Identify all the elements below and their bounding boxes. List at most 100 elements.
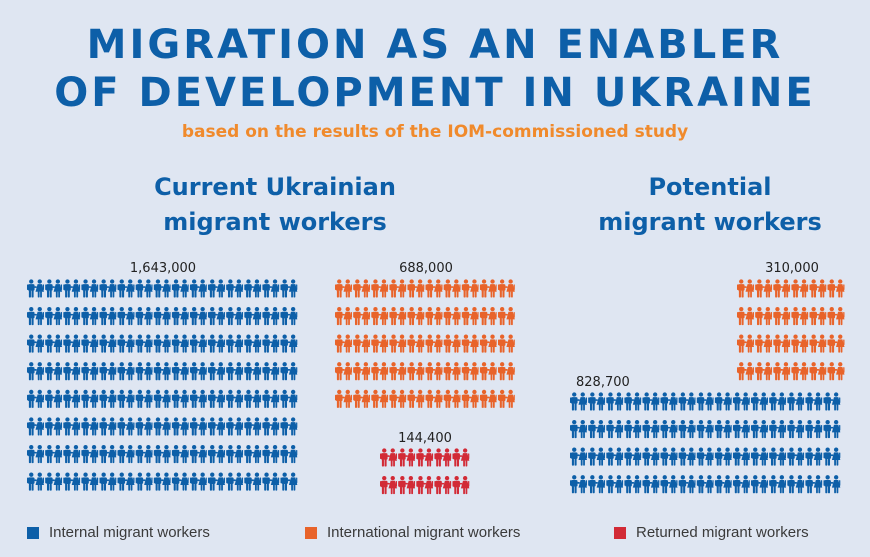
people-icon — [81, 306, 99, 326]
people-icon — [805, 475, 823, 494]
people-icon — [827, 306, 845, 326]
people-icon — [497, 334, 515, 353]
people-icon — [642, 475, 660, 494]
people-icon — [27, 417, 44, 436]
people-icon — [443, 306, 461, 326]
people-icon — [787, 392, 805, 411]
people-icon — [642, 419, 660, 439]
people-icon — [769, 475, 787, 494]
people-icon — [714, 392, 732, 411]
legend-label-international: International migrant workers — [327, 524, 521, 541]
people-icon — [208, 472, 225, 491]
people-icon — [407, 306, 425, 326]
people-icon — [461, 362, 479, 381]
people-icon — [823, 447, 841, 466]
people-icon — [371, 389, 389, 408]
value-label: 688,000 — [399, 261, 453, 276]
people-icon — [244, 417, 262, 436]
people-icon — [751, 419, 768, 439]
people-icon — [81, 417, 99, 436]
people-icon — [497, 389, 515, 408]
people-icon — [117, 362, 135, 381]
people-icon — [153, 417, 171, 436]
people-icon — [497, 362, 515, 381]
people-icon — [407, 334, 425, 353]
people-icon — [280, 417, 298, 436]
people-icon — [479, 334, 497, 353]
people-icon — [226, 417, 244, 436]
people-icon — [425, 334, 443, 353]
people-icon — [791, 362, 809, 381]
people-icon — [588, 447, 606, 466]
people-icon — [678, 475, 696, 494]
people-icon — [81, 334, 99, 353]
legend-item-internal: Internal migrant workers — [27, 524, 210, 541]
people-icon — [737, 334, 754, 353]
people-icon — [45, 472, 63, 491]
people-icon — [732, 392, 750, 411]
people-icon — [153, 444, 171, 464]
people-icon — [226, 444, 244, 464]
value-label: 1,643,000 — [130, 261, 196, 276]
people-icon — [45, 334, 63, 353]
people-icon — [425, 306, 443, 326]
people-icon — [434, 448, 452, 467]
people-icon — [226, 389, 244, 408]
people-icon — [189, 306, 207, 326]
people-icon — [425, 389, 443, 408]
section-title-current-line-2: migrant workers — [163, 208, 387, 236]
people-icon — [117, 444, 135, 464]
page-subtitle: based on the results of the IOM-commissi… — [181, 122, 689, 142]
people-icon — [570, 447, 587, 466]
people-icon — [773, 334, 791, 353]
people-icon — [773, 279, 791, 298]
people-icon — [791, 334, 809, 353]
people-icon — [642, 392, 660, 411]
people-icon — [416, 475, 434, 495]
people-icon — [570, 419, 587, 439]
people-icon — [81, 389, 99, 408]
people-icon — [226, 334, 244, 353]
people-icon — [353, 389, 371, 408]
people-icon — [189, 334, 207, 353]
people-icon — [737, 279, 754, 298]
people-icon — [208, 279, 225, 298]
people-icon — [570, 475, 587, 494]
icon-grid-potential-migrant-workers-internal-migrant-workers — [570, 392, 841, 494]
people-icon — [805, 419, 823, 439]
people-icon — [714, 447, 732, 466]
people-icon — [280, 389, 298, 408]
people-icon — [588, 475, 606, 494]
people-icon — [226, 472, 244, 491]
legend-item-returned: Returned migrant workers — [614, 524, 809, 541]
people-icon — [135, 334, 153, 353]
people-icon — [660, 447, 678, 466]
people-icon — [135, 389, 153, 408]
people-icon — [751, 475, 768, 494]
people-icon — [244, 279, 262, 298]
people-icon — [479, 279, 497, 298]
people-icon — [262, 389, 280, 408]
people-icon — [696, 475, 714, 494]
people-icon — [773, 362, 791, 381]
people-icon — [389, 362, 407, 381]
icon-grid-current-ukrainian-migrant-workers-international-migrant-workers — [335, 279, 515, 408]
people-icon — [45, 306, 63, 326]
people-icon — [791, 306, 809, 326]
people-icon — [244, 362, 262, 381]
people-icon — [171, 389, 189, 408]
people-icon — [416, 448, 434, 467]
people-icon — [389, 306, 407, 326]
people-icon — [606, 475, 624, 494]
people-icon — [497, 306, 515, 326]
people-icon — [737, 306, 754, 326]
people-icon — [425, 362, 443, 381]
people-icon — [624, 419, 642, 439]
people-icon — [678, 419, 696, 439]
people-icon — [606, 447, 624, 466]
people-icon — [99, 362, 117, 381]
people-icon — [99, 417, 117, 436]
people-icon — [27, 389, 44, 408]
people-icon — [226, 362, 244, 381]
people-icon — [262, 444, 280, 464]
